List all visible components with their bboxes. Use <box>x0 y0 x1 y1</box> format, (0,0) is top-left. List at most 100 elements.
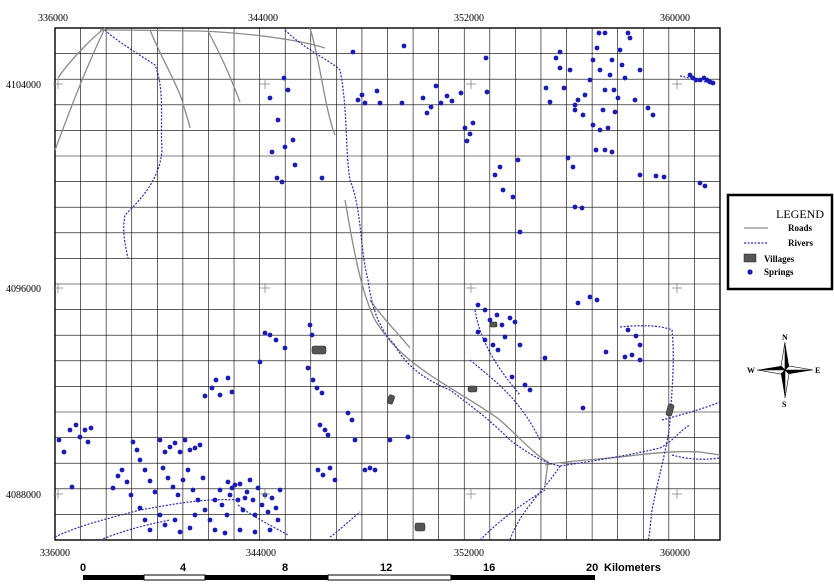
spring-point <box>710 80 716 86</box>
scale-tick-label: 16 <box>483 562 495 574</box>
spring-point <box>197 442 203 448</box>
spring-point <box>277 487 283 493</box>
spring-point <box>147 478 153 484</box>
villages-layer <box>311 321 675 532</box>
spring-point <box>424 110 430 116</box>
x-coord-top: 344000 <box>248 13 278 24</box>
spring-point <box>279 179 285 185</box>
spring-point <box>650 112 656 118</box>
spring-point <box>617 47 623 53</box>
legend-item-rivers: Rivers <box>788 238 813 248</box>
spring-point <box>575 300 581 306</box>
spring-point <box>217 487 223 493</box>
spring-point <box>217 392 223 398</box>
spring-point <box>611 87 617 93</box>
road-line <box>207 30 241 103</box>
spring-point <box>225 479 231 485</box>
spring-point <box>702 183 708 189</box>
spring-point <box>609 57 615 63</box>
spring-point <box>314 385 320 391</box>
spring-point <box>282 144 288 150</box>
spring-point <box>547 99 553 105</box>
spring-point <box>134 447 140 453</box>
river-line <box>104 29 163 259</box>
village-marker <box>311 345 327 355</box>
spring-point <box>579 205 585 211</box>
x-coord-top: 352000 <box>454 13 484 24</box>
scale-segment <box>205 575 328 580</box>
spring-point <box>124 479 130 485</box>
spring-point <box>359 92 365 98</box>
river-line <box>671 454 721 460</box>
spring-point <box>175 492 181 498</box>
spring-point <box>207 517 213 523</box>
spring-point <box>115 473 121 479</box>
spring-point <box>500 187 506 193</box>
spring-point <box>237 481 243 487</box>
spring-point <box>557 49 563 55</box>
legend-spring-symbol <box>747 269 753 275</box>
spring-point <box>320 472 326 478</box>
spring-point <box>587 77 593 83</box>
compass-e: E <box>815 366 820 375</box>
spring-point <box>561 85 567 91</box>
spring-point <box>482 337 488 343</box>
spring-point <box>399 100 405 106</box>
spring-point <box>593 147 599 153</box>
spring-point <box>350 49 356 55</box>
spring-point <box>572 107 578 113</box>
spring-point <box>177 449 183 455</box>
scale-segment <box>327 574 452 581</box>
spring-point <box>273 505 279 511</box>
spring-point <box>229 389 235 395</box>
spring-point <box>582 92 588 98</box>
village-marker <box>665 403 675 417</box>
spring-point <box>310 377 316 383</box>
spring-point <box>212 497 218 503</box>
spring-point <box>273 337 279 343</box>
spring-point <box>467 131 473 137</box>
scale-segment <box>143 574 206 581</box>
compass-point-s <box>781 370 785 398</box>
x-coord-bottom: 352000 <box>454 548 484 559</box>
spring-point <box>697 77 703 83</box>
spring-point <box>625 30 631 36</box>
spring-point <box>332 477 338 483</box>
spring-point <box>224 512 230 518</box>
spring-point <box>590 122 596 128</box>
spring-point <box>627 35 633 41</box>
spring-point <box>235 497 241 503</box>
spring-point <box>372 467 378 473</box>
spring-point <box>509 374 515 380</box>
spring-point <box>512 319 518 325</box>
scale-unit-label: Kilometers <box>604 562 661 574</box>
spring-point <box>622 354 628 360</box>
spring-point <box>257 359 263 365</box>
spring-point <box>492 172 498 178</box>
scale-segment <box>83 575 144 580</box>
village-marker <box>467 385 478 393</box>
spring-point <box>597 67 603 73</box>
spring-point <box>282 345 288 351</box>
river-line <box>559 424 691 467</box>
spring-point <box>61 449 67 455</box>
legend-item-villages: Villages <box>764 254 795 264</box>
spring-point <box>594 297 600 303</box>
spring-point <box>285 87 291 93</box>
spring-point <box>213 377 219 383</box>
spring-point <box>600 107 606 113</box>
spring-point <box>309 332 315 338</box>
village-marker <box>386 394 395 405</box>
spring-point <box>319 175 325 181</box>
spring-point <box>570 164 576 170</box>
spring-point <box>387 437 393 443</box>
spring-point <box>575 97 581 103</box>
spring-point <box>259 502 265 508</box>
spring-point <box>605 125 611 131</box>
spring-point <box>137 505 143 511</box>
spring-point <box>499 322 505 328</box>
scale-tick-label: 20 <box>586 562 598 574</box>
spring-point <box>377 100 383 106</box>
spring-point <box>202 507 208 513</box>
compass-w: W <box>747 366 755 375</box>
